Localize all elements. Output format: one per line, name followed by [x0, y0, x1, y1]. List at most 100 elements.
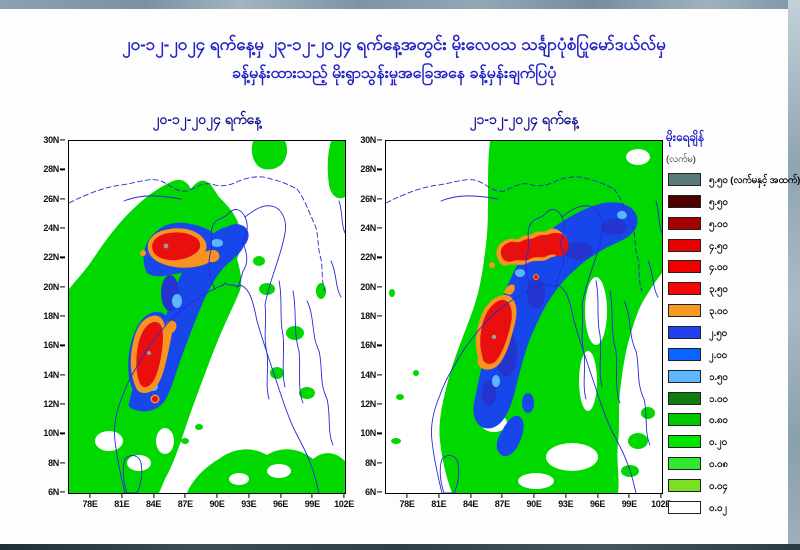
right-map-y-axis: 30N 28N 26N 24N 22N 20N 18N 16N 14N 12N 10N 8N 6N	[354, 135, 382, 497]
y-tick-label: 22N	[360, 252, 376, 263]
rain-green-holes-day2	[481, 149, 650, 489]
x-tick-label: 90E	[526, 499, 542, 509]
y-tick-mark	[377, 315, 382, 317]
y-tick-label: 6N	[48, 487, 59, 497]
page-title-line1: ၂၀-၁၂-၂၀၂၄ ရက်နေ့မှ ၂၃-၁၂-၂၀၂၄ ရက်နေ့အတွ…	[122, 35, 666, 54]
page-title-line2: ခန့်မှန်းထားသည့် မိုးရွာသွန်းမှုအခြေအနေ …	[231, 65, 557, 82]
x-tick-label: 102E	[651, 499, 671, 509]
y-tick-mark	[60, 374, 65, 376]
legend-label: ၅.၅၀	[709, 196, 728, 208]
x-tick-label: 81E	[431, 499, 447, 509]
legend-swatch	[668, 478, 701, 492]
legend-label: ၃.၀၀	[709, 306, 728, 318]
legend-label: ၀.၂၀	[709, 437, 727, 449]
page-title: ၂၀-၁၂-၂၀၂၄ ရက်နေ့မှ ၂၃-၁၂-၂၀၂၄ ရက်နေ့အတွ…	[36, 30, 752, 88]
legend-label: ၅.၀၀	[709, 218, 728, 230]
legend-swatch	[668, 260, 701, 274]
right-precip-map	[385, 140, 663, 494]
y-tick-mark	[377, 344, 382, 346]
x-tick-mark	[406, 494, 408, 498]
x-tick-mark	[628, 494, 630, 498]
legend-swatch	[668, 369, 701, 383]
y-tick-mark	[60, 344, 65, 346]
y-tick-label: 10N	[360, 428, 376, 439]
legend-label: ၂.၀၀	[709, 349, 727, 361]
legend-swatch	[668, 435, 701, 449]
y-tick-label: 26N	[43, 193, 59, 204]
y-tick-label: 18N	[43, 311, 59, 321]
rain-red-layer-day2	[480, 232, 569, 364]
y-tick-label: 24N	[43, 223, 59, 233]
y-tick-label: 12N	[43, 399, 59, 409]
legend-swatch	[668, 304, 701, 318]
x-tick-mark	[279, 494, 282, 498]
x-tick-mark	[89, 494, 91, 498]
y-tick-label: 12N	[360, 399, 376, 409]
y-tick-label: 16N	[43, 340, 59, 351]
rain-core-specks-day2	[491, 334, 497, 340]
right-map-title: ၂၁-၁၂-၂၀၂၄ ရက်နေ့	[469, 111, 579, 127]
legend-label: ၀.၀၄	[709, 480, 728, 492]
y-tick-mark	[60, 256, 65, 258]
x-tick-label: 102E	[334, 499, 354, 509]
legend-swatch	[668, 457, 701, 471]
y-tick-label: 6N	[365, 487, 376, 497]
legend-label: ၁.၀၀	[709, 393, 728, 405]
legend-label: ၀.၈၀	[709, 415, 728, 427]
legend-label: ၂.၅၀	[709, 327, 727, 339]
legend-label: ၄.၀၀	[709, 262, 728, 274]
x-tick-label: 93E	[558, 499, 574, 509]
y-tick-mark	[60, 139, 65, 141]
y-tick-mark	[377, 198, 382, 200]
x-tick-mark	[248, 494, 250, 498]
y-tick-mark	[60, 168, 65, 170]
y-tick-label: 30N	[360, 135, 376, 145]
x-tick-label: 84E	[145, 499, 162, 509]
x-tick-label: 90E	[209, 499, 225, 509]
x-tick-mark	[501, 494, 503, 498]
y-tick-label: 20N	[43, 281, 59, 292]
y-tick-mark	[377, 286, 382, 288]
x-tick-mark	[438, 494, 440, 498]
y-tick-mark	[60, 403, 65, 405]
y-tick-label: 26N	[360, 193, 376, 204]
x-tick-label: 93E	[241, 499, 257, 509]
legend-label: ၀.၀၈	[709, 459, 728, 471]
y-tick-mark	[377, 462, 382, 464]
x-tick-label: 78E	[399, 499, 415, 509]
legend-label: ၃.၅၀	[709, 284, 728, 296]
left-map-y-axis: 30N 28N 26N 24N 22N 20N 18N 16N 14N 12N 10N 8N 6N	[37, 135, 65, 497]
x-tick-label: 84E	[462, 499, 479, 509]
y-tick-label: 28N	[43, 164, 59, 175]
legend-swatch	[668, 216, 701, 230]
y-tick-label: 20N	[360, 281, 376, 292]
y-tick-label: 8N	[365, 457, 376, 468]
x-tick-mark	[121, 494, 123, 498]
rain-blue-layer-day2	[473, 202, 638, 457]
bottom-decorative-bar	[0, 544, 800, 550]
legend-swatch	[668, 347, 701, 361]
y-tick-label: 16N	[360, 340, 376, 351]
top-decorative-bar	[0, 0, 800, 9]
y-tick-mark	[377, 256, 382, 258]
x-tick-label: 99E	[621, 499, 637, 509]
legend-unit: (လက်မ)	[666, 154, 696, 165]
y-tick-mark	[60, 198, 65, 200]
y-tick-mark	[377, 227, 382, 229]
legend-label: ၁.၅၀	[709, 371, 728, 383]
y-tick-mark	[377, 139, 382, 141]
y-tick-label: 24N	[360, 223, 376, 233]
y-tick-mark	[377, 432, 382, 434]
y-tick-label: 30N	[43, 135, 59, 145]
y-tick-label: 14N	[360, 369, 376, 380]
legend-swatch	[668, 173, 701, 186]
x-tick-label: 96E	[272, 499, 289, 509]
x-tick-mark	[660, 494, 662, 498]
legend-label: ၀.၀၂	[709, 502, 727, 514]
y-tick-label: 28N	[360, 164, 376, 175]
left-map-x-axis: 78E 81E 84E 87E 90E 93E 96E 99E 102E	[68, 494, 354, 512]
x-tick-mark	[152, 494, 155, 498]
x-tick-mark	[469, 494, 472, 498]
y-tick-mark	[377, 168, 382, 170]
rain-core-specks-day1	[147, 243, 169, 355]
